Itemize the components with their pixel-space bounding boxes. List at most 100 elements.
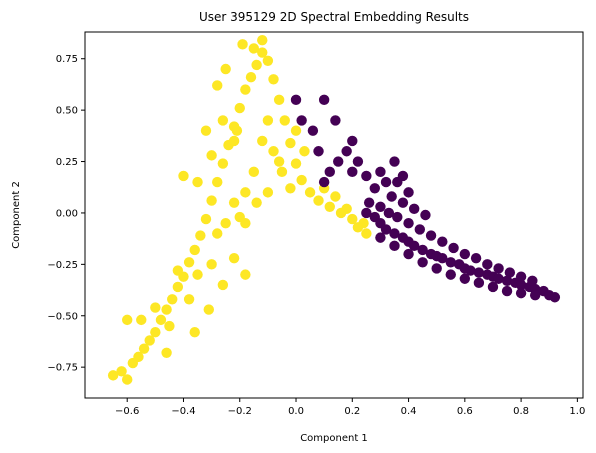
scatter-point xyxy=(313,195,324,206)
scatter-point xyxy=(212,80,223,91)
scatter-point xyxy=(206,259,217,270)
scatter-point xyxy=(501,285,513,297)
scatter-point xyxy=(318,94,330,106)
scatter-point xyxy=(383,207,395,219)
y-tick-label: 0.75 xyxy=(56,54,78,65)
scatter-point xyxy=(217,115,229,126)
x-tick-label: −0.4 xyxy=(171,406,195,417)
x-tick-label: 0.8 xyxy=(513,406,529,417)
scatter-point xyxy=(352,222,364,233)
scatter-point xyxy=(380,224,392,235)
scatter-point xyxy=(155,314,167,326)
x-tick-label: 0.6 xyxy=(457,406,473,417)
scatter-point xyxy=(195,230,206,241)
scatter-point xyxy=(172,265,184,276)
scatter-point xyxy=(386,191,397,202)
scatter-point xyxy=(318,176,330,188)
scatter-point xyxy=(257,47,268,58)
scatter-point xyxy=(217,158,229,169)
scatter-point xyxy=(420,209,431,221)
scatter-point xyxy=(178,170,189,182)
scatter-point xyxy=(237,39,248,50)
scatter-point xyxy=(245,72,257,83)
scatter-point xyxy=(313,146,324,157)
scatter-point xyxy=(414,224,426,235)
scatter-point xyxy=(459,273,471,284)
scatter-point xyxy=(482,259,493,270)
scatter-point xyxy=(268,74,279,85)
scatter-point xyxy=(203,304,214,315)
scatter-point xyxy=(431,263,442,274)
scatter-point xyxy=(262,55,274,66)
scatter-point xyxy=(515,271,527,282)
scatter-point xyxy=(375,201,386,212)
scatter-point xyxy=(408,240,420,252)
scatter-point xyxy=(487,281,499,293)
scatter-point xyxy=(150,302,161,313)
scatter-point xyxy=(240,269,251,280)
scatter-point xyxy=(437,252,448,264)
scatter-point xyxy=(136,314,147,326)
scatter-point xyxy=(403,187,414,198)
scatter-point xyxy=(220,63,231,75)
y-tick-label: 0.00 xyxy=(56,208,78,219)
x-axis-label: Component 1 xyxy=(300,433,368,444)
scatter-point xyxy=(240,84,251,95)
y-tick-label: −0.50 xyxy=(47,311,78,322)
scatter-point xyxy=(296,174,307,186)
scatter-point xyxy=(470,252,482,264)
scatter-point xyxy=(228,252,240,264)
scatter-point xyxy=(206,150,217,161)
scatter-point xyxy=(116,366,127,377)
scatter-point xyxy=(183,257,195,268)
y-tick-label: 0.25 xyxy=(56,157,78,168)
scatter-point xyxy=(304,187,316,198)
scatter-point xyxy=(392,211,403,223)
x-tick-label: 0.0 xyxy=(288,406,304,417)
y-tick-label: −0.25 xyxy=(47,260,78,271)
x-tick-label: 0.2 xyxy=(344,406,360,417)
scatter-point xyxy=(341,203,352,215)
scatter-point xyxy=(445,269,456,280)
y-tick-label: 0.50 xyxy=(56,106,78,117)
scatter-point xyxy=(380,176,392,188)
scatter-point xyxy=(299,146,310,157)
scatter-point xyxy=(361,228,372,239)
scatter-point xyxy=(549,292,561,303)
y-axis-label: Component 2 xyxy=(11,181,22,249)
scatter-point xyxy=(347,213,358,225)
plot-frame xyxy=(84,31,584,399)
scatter-point xyxy=(403,248,414,260)
scatter-point xyxy=(437,236,448,247)
scatter-point xyxy=(417,257,428,268)
scatter-point xyxy=(290,94,302,106)
scatter-point xyxy=(192,176,203,188)
scatter-point xyxy=(150,327,161,338)
scatter-point xyxy=(206,195,217,206)
scatter-point xyxy=(248,43,260,54)
scatter-point xyxy=(144,335,155,346)
scatter-point xyxy=(330,115,341,126)
scatter-point xyxy=(448,242,459,254)
scatter-point xyxy=(262,187,274,198)
scatter-point xyxy=(352,156,364,167)
scatter-point xyxy=(527,275,538,286)
scatter-point xyxy=(504,267,516,278)
scatter-point xyxy=(501,275,513,286)
scatter-point xyxy=(228,135,240,147)
scatter-point xyxy=(234,102,245,114)
scatter-point xyxy=(408,203,420,215)
scatter-point xyxy=(240,187,251,198)
scatter-point xyxy=(417,244,428,256)
x-tick-label: −0.2 xyxy=(228,406,252,417)
scatter-point xyxy=(183,294,195,305)
scatter-point xyxy=(307,125,319,136)
scatter-point xyxy=(515,279,527,291)
scatter-point xyxy=(172,281,184,293)
scatter-point xyxy=(189,327,200,338)
scatter-point xyxy=(279,115,290,126)
scatter-point xyxy=(493,263,504,274)
scatter-point xyxy=(285,137,296,149)
scatter-point xyxy=(192,269,203,280)
